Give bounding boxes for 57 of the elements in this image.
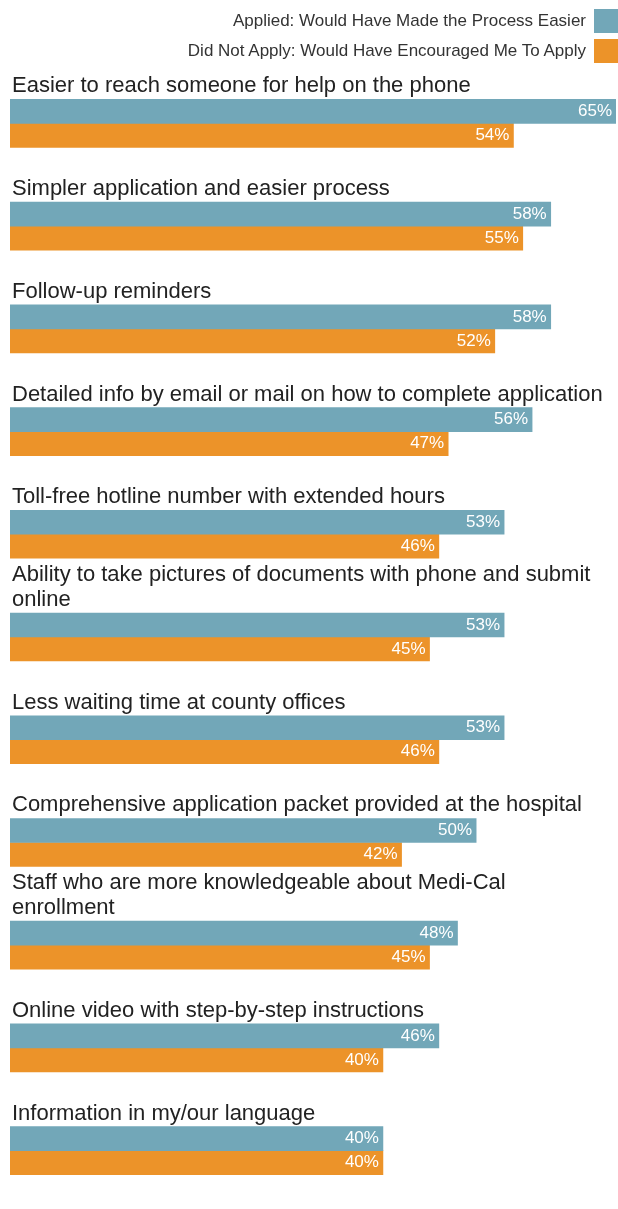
data-label: 45% <box>391 638 426 658</box>
legend-label: Applied: Would Have Made the Process Easier <box>232 11 586 31</box>
bar <box>10 225 524 251</box>
bar <box>10 1150 384 1175</box>
bar <box>10 1126 384 1151</box>
bar <box>10 201 552 227</box>
data-label: 47% <box>410 433 445 453</box>
bar <box>10 944 430 970</box>
bar <box>10 715 505 741</box>
data-label: 52% <box>456 330 491 350</box>
y-tick-label: Follow-up reminders <box>12 277 212 303</box>
data-label: 40% <box>344 1049 379 1069</box>
bar <box>10 920 458 946</box>
bar <box>10 304 552 330</box>
data-label: 65% <box>577 101 612 121</box>
bar <box>10 1023 440 1049</box>
y-tick-label: Online video with step-by-step instructions <box>12 996 425 1022</box>
data-label: 48% <box>419 922 454 942</box>
data-label: 42% <box>363 844 398 864</box>
bar <box>10 509 505 535</box>
data-label: 54% <box>475 125 510 145</box>
bar <box>10 739 440 765</box>
y-tick-label: Detailed info by email or mail on how to complete application <box>12 380 603 406</box>
data-label: 58% <box>512 306 547 326</box>
y-tick-label: Toll-free hotline number with extended hours <box>12 483 445 509</box>
data-label: 58% <box>512 203 547 223</box>
data-label: 56% <box>494 409 529 429</box>
data-label: 53% <box>466 511 501 531</box>
bar <box>10 842 402 867</box>
bar <box>10 533 440 559</box>
y-tick-label: Easier to reach someone for help on the phone <box>12 72 471 98</box>
bar <box>10 1047 384 1073</box>
data-label: 45% <box>391 946 426 966</box>
y-tick-label: Less waiting time at county offices <box>12 688 346 714</box>
bar <box>10 612 505 638</box>
data-label: 50% <box>438 820 473 840</box>
data-label: 55% <box>484 227 519 247</box>
y-tick-label: Information in my/our language <box>12 1099 316 1125</box>
data-label: 53% <box>466 717 501 737</box>
bar <box>10 431 449 456</box>
bar <box>10 818 477 843</box>
bar <box>10 99 616 124</box>
data-label: 46% <box>400 535 435 555</box>
data-label: 40% <box>344 1128 379 1148</box>
y-tick-label: Ability to take pictures of documents with phone and submit online <box>12 561 591 611</box>
data-label: 46% <box>400 1025 435 1045</box>
bar <box>10 407 533 432</box>
y-tick-label: Comprehensive application packet provided at the hospital <box>12 791 582 817</box>
bar <box>10 123 514 148</box>
y-tick-label: Simpler application and easier process <box>12 175 390 201</box>
legend-label: Did Not Apply: Would Have Encouraged Me To Apply <box>187 41 586 61</box>
y-tick-label: Staff who are more knowledgeable about Medi-Cal enrollment <box>12 869 506 920</box>
bar <box>10 636 430 662</box>
data-label: 40% <box>344 1152 379 1172</box>
data-label: 46% <box>400 741 435 761</box>
bar <box>10 328 496 354</box>
data-label: 53% <box>466 614 501 634</box>
